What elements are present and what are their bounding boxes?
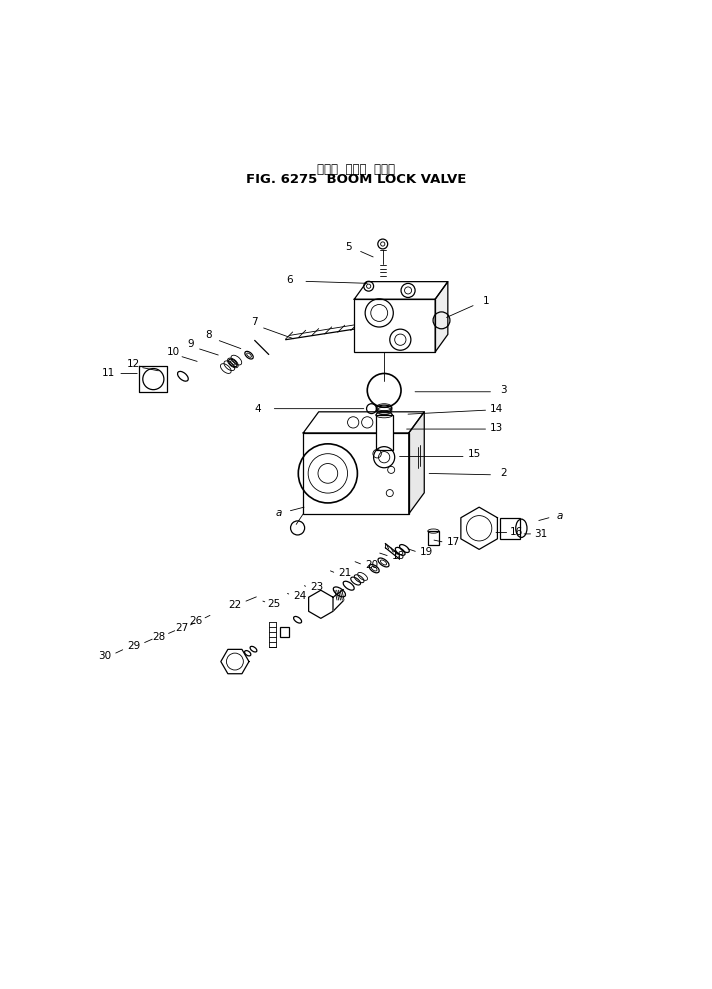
Text: 16: 16 [510,527,523,537]
Text: 12: 12 [126,359,140,369]
Text: 19: 19 [420,547,433,557]
Bar [501,517,520,539]
Text: a: a [276,507,282,518]
Text: 13: 13 [490,422,503,432]
Text: 18: 18 [392,552,405,562]
Polygon shape [140,367,167,392]
Polygon shape [435,282,448,352]
Polygon shape [308,590,333,618]
Text: ブーム  ロック  バルブ: ブーム ロック バルブ [317,163,395,176]
Polygon shape [409,411,424,514]
Text: 26: 26 [189,616,202,626]
Text: 17: 17 [446,537,460,547]
Bar [355,300,435,352]
Polygon shape [461,507,498,549]
Text: 31: 31 [534,529,547,539]
Text: 22: 22 [229,600,241,610]
Text: 29: 29 [127,641,141,651]
Text: 7: 7 [251,317,257,327]
Text: 11: 11 [102,369,115,379]
Bar [428,531,439,545]
Polygon shape [221,650,249,674]
Text: 3: 3 [501,386,507,396]
Text: 9: 9 [187,339,194,349]
Text: FIG. 6275  BOOM LOCK VALVE: FIG. 6275 BOOM LOCK VALVE [246,173,466,186]
Text: 27: 27 [175,623,188,633]
Text: 1: 1 [483,296,489,306]
Text: 10: 10 [167,347,179,357]
Polygon shape [303,411,424,433]
Text: 23: 23 [310,583,323,592]
Text: 24: 24 [293,590,306,601]
Text: 15: 15 [468,449,481,460]
Text: 5: 5 [345,241,352,252]
Text: 25: 25 [267,599,281,609]
Text: 28: 28 [152,632,166,642]
Text: 14: 14 [490,404,503,413]
Text: 6: 6 [286,275,293,285]
Bar [303,433,409,514]
Polygon shape [355,282,448,300]
Text: 20: 20 [365,560,378,570]
Text: 30: 30 [98,652,111,662]
Bar [376,415,392,450]
Text: a: a [557,510,563,520]
Text: 21: 21 [338,569,351,579]
Bar [281,627,289,637]
Text: 4: 4 [254,404,261,413]
Text: 8: 8 [205,330,211,340]
Text: 2: 2 [501,469,507,479]
